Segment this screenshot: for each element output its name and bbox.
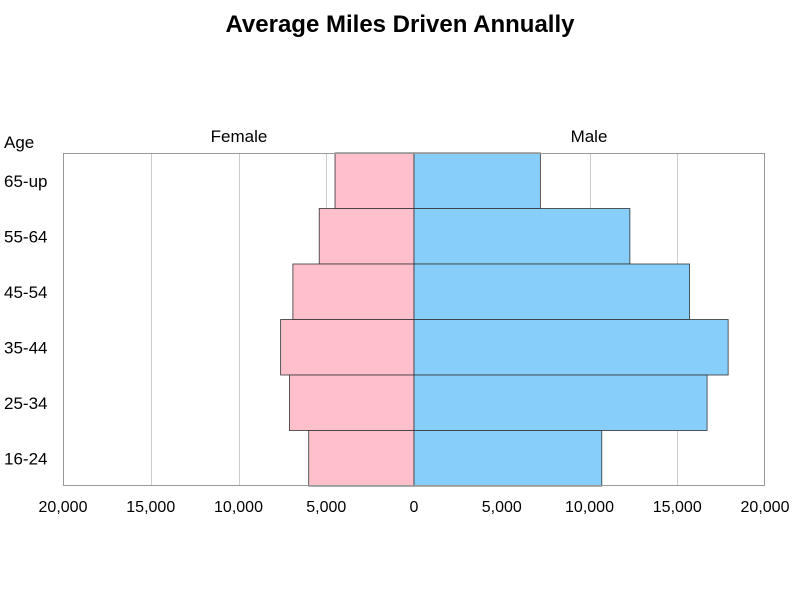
bar-female-55-64	[319, 209, 414, 265]
bar-female-65-up	[335, 153, 414, 209]
x-tick-label: 10,000	[565, 499, 614, 516]
butterfly-bar-chart: Average Miles Driven Annually Age Female…	[0, 0, 800, 600]
bar-male-45-54	[414, 264, 690, 320]
bar-male-35-44	[414, 320, 728, 376]
bar-female-25-34	[289, 375, 414, 431]
category-labels: 65-up 55-64 45-54 35-44 25-34 16-24	[4, 172, 47, 469]
chart-container: Average Miles Driven Annually Age Female…	[0, 0, 800, 600]
x-tick-label: 0	[410, 499, 419, 516]
series-label-female: Female	[211, 127, 268, 146]
x-tick-label: 20,000	[39, 499, 88, 516]
category-label: 45-54	[4, 283, 47, 302]
bar-male-16-24	[414, 431, 602, 487]
bar-male-55-64	[414, 209, 630, 265]
x-tick-label: 20,000	[741, 499, 790, 516]
category-label: 55-64	[4, 227, 47, 246]
series-label-male: Male	[571, 127, 608, 146]
chart-text: Average Miles Driven Annually Age Female…	[4, 11, 607, 152]
bar-female-16-24	[309, 431, 414, 487]
bar-male-65-up	[414, 153, 540, 209]
x-tick-label: 15,000	[653, 499, 702, 516]
x-tick-label: 5,000	[306, 499, 346, 516]
category-label: 25-34	[4, 394, 47, 413]
y-axis-label: Age	[4, 133, 34, 152]
x-tick-label: 15,000	[126, 499, 175, 516]
bar-female-35-44	[281, 320, 414, 376]
chart-title: Average Miles Driven Annually	[225, 11, 575, 38]
bars	[281, 153, 729, 486]
x-tick-label: 5,000	[482, 499, 522, 516]
bar-male-25-34	[414, 375, 707, 431]
category-label: 35-44	[4, 338, 47, 357]
category-label: 65-up	[4, 172, 47, 191]
x-tick-labels: 20,000 15,000 10,000 5,000 0 5,000 10,000 15,00…	[39, 499, 790, 516]
bar-female-45-54	[293, 264, 414, 320]
x-tick-label: 10,000	[214, 499, 263, 516]
category-label: 16-24	[4, 449, 47, 468]
